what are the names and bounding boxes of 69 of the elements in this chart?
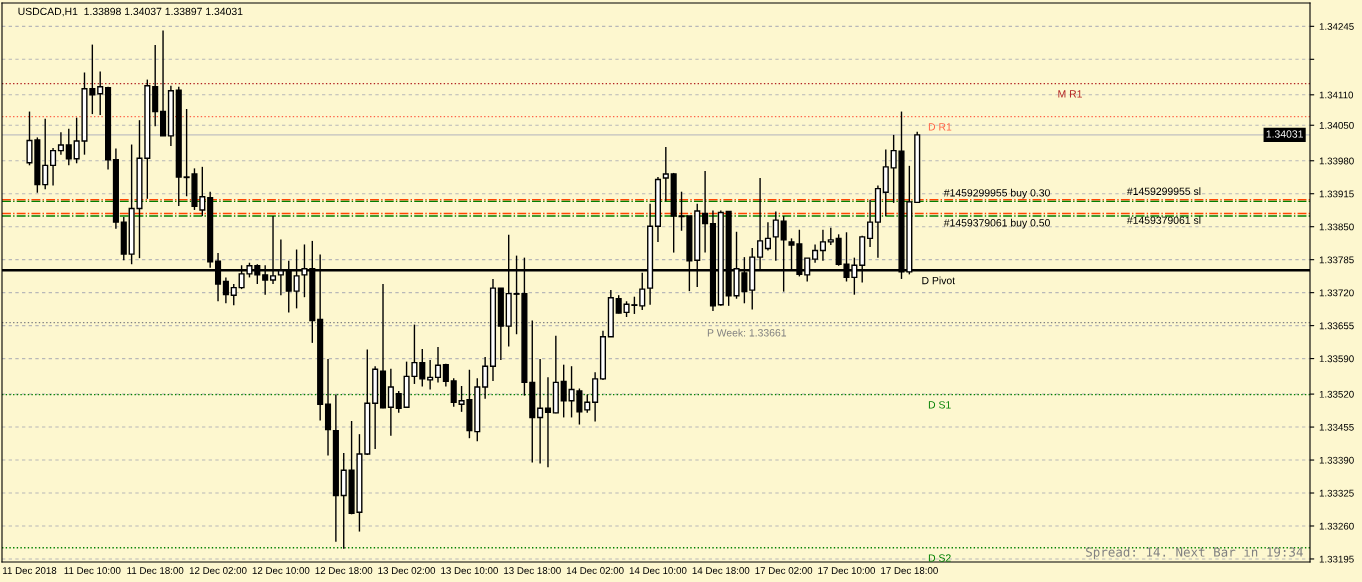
x-tick-label: 13 Dec 18:00 <box>504 567 561 574</box>
y-tick-label: 1.34245 <box>1319 23 1354 30</box>
candlestick <box>819 229 826 262</box>
x-tick-label: 17 Dec 18:00 <box>881 567 938 574</box>
x-tick-label: 17 Dec 02:00 <box>755 567 813 574</box>
x-tick-label: 14 Dec 02:00 <box>566 567 624 574</box>
candlestick <box>662 146 669 203</box>
y-tick-label: 1.33455 <box>1319 423 1354 431</box>
y-tick-label: 1.33655 <box>1319 322 1354 330</box>
ref-line-label: D R1 <box>928 123 952 131</box>
candlestick <box>450 377 457 408</box>
candlestick <box>419 348 426 388</box>
y-tick-label: 1.33195 <box>1319 555 1354 563</box>
ref-line-label: D S2 <box>928 554 951 562</box>
y-tick-label: 1.33850 <box>1319 223 1354 231</box>
y-tick-label: 1.33785 <box>1319 256 1354 264</box>
candlestick <box>395 390 402 414</box>
ref-line-label: M R1 <box>1058 90 1082 98</box>
x-tick-label: 12 Dec 10:00 <box>252 567 310 574</box>
candlestick <box>427 359 434 391</box>
candlestick <box>57 131 64 156</box>
y-tick-label: 1.34050 <box>1319 121 1354 129</box>
ref-line-label: #1459379061 sl <box>1126 216 1201 224</box>
x-tick-label: 14 Dec 10:00 <box>629 567 687 574</box>
candlestick <box>867 199 874 248</box>
ref-line-label: #1459379061 buy 0.50 <box>943 218 1050 229</box>
candlestick <box>772 210 779 262</box>
candlestick <box>764 221 771 252</box>
candlestick <box>584 393 591 414</box>
x-tick-label: 12 Dec 18:00 <box>315 567 373 574</box>
y-tick-label: 1.33260 <box>1319 522 1354 530</box>
annotation: Spread: 14. Next Bar in 19:34 <box>1086 547 1303 560</box>
candlestick <box>97 70 104 116</box>
x-tick-label: 11 Dec 2018 <box>3 567 57 574</box>
x-tick-label: 14 Dec 18:00 <box>692 567 750 574</box>
x-tick-label: 11 Dec 10:00 <box>64 567 121 574</box>
y-tick-label: 1.33590 <box>1319 355 1354 363</box>
candlestick <box>222 276 229 304</box>
candlestick <box>50 147 57 187</box>
y-tick-label: 1.33520 <box>1319 390 1354 398</box>
x-tick-label: 17 Dec 10:00 <box>818 567 876 574</box>
y-tick-label: 1.34110 <box>1319 91 1354 99</box>
candlestick <box>434 346 442 384</box>
candlestick <box>42 117 49 190</box>
x-tick-label: 13 Dec 10:00 <box>441 567 498 574</box>
candlestick <box>537 358 544 465</box>
ref-line-label: #1459299955 sl <box>1126 187 1201 195</box>
ref-line-label: P Week: 1.33661 <box>707 328 787 337</box>
x-tick-label: 12 Dec 02:00 <box>189 567 247 574</box>
x-tick-label: 11 Dec 18:00 <box>127 567 184 574</box>
candlestick <box>544 376 552 468</box>
candlestick <box>387 368 394 437</box>
ref-line-label: #1459299955 buy 0.30 <box>943 188 1050 199</box>
candlestick <box>812 243 819 264</box>
ref-line-label: 1.34031 <box>1266 130 1303 138</box>
y-tick-label: 1.33915 <box>1319 190 1354 198</box>
y-tick-label: 1.33325 <box>1319 489 1354 497</box>
candlestick <box>65 128 72 167</box>
y-tick-label: 1.33720 <box>1319 289 1354 297</box>
candlestick <box>230 283 237 307</box>
y-tick-label: 1.33980 <box>1319 157 1354 165</box>
candlestick <box>592 371 599 423</box>
y-tick-label: 1.33390 <box>1319 456 1354 464</box>
candlestick <box>482 356 489 400</box>
ref-line-label: D Pivot <box>922 276 956 285</box>
ref-line-label: D S1 <box>928 401 951 409</box>
candlestick <box>702 170 709 254</box>
x-tick-label: 13 Dec 02:00 <box>378 567 436 574</box>
chart-title: USDCAD,H1 1.33898 1.34037 1.33897 1.34031 <box>18 7 243 17</box>
